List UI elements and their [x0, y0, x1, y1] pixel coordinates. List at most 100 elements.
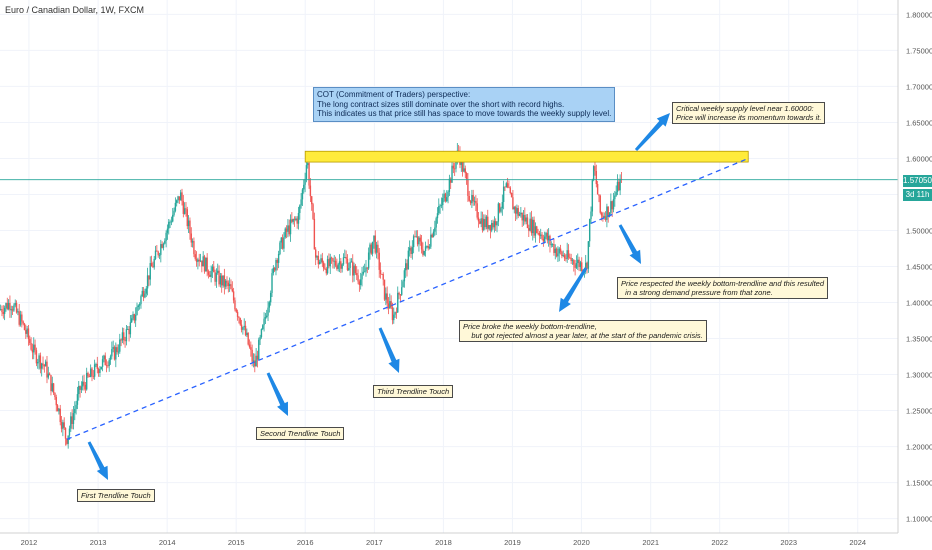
supply-zone[interactable]: [304, 150, 749, 163]
candle-body: [581, 262, 583, 271]
candle-body: [491, 222, 493, 231]
candle-body: [246, 332, 248, 336]
candle-body: [29, 339, 31, 344]
candle-body: [263, 318, 265, 326]
candle-body: [177, 196, 179, 201]
candle-body: [88, 376, 91, 378]
candle-body: [615, 192, 617, 196]
candle-body: [324, 268, 326, 270]
candle-body: [566, 250, 568, 259]
candle-body: [276, 259, 279, 263]
candle-body: [472, 195, 474, 202]
y-axis[interactable]: 1.10000 1.15000 1.20000 1.25000 1.30000 1.350…: [906, 10, 932, 523]
candle-body: [522, 215, 525, 221]
candle-body: [138, 304, 141, 306]
candle-body: [7, 302, 10, 309]
candle-body: [510, 193, 513, 198]
trendline[interactable]: [66, 157, 749, 440]
candle-body: [156, 250, 158, 252]
candle-body: [68, 428, 71, 436]
candle-body: [398, 292, 400, 295]
candle-body: [131, 318, 133, 323]
candle-body: [144, 293, 146, 298]
candle-body: [19, 314, 22, 325]
bar-countdown-tag: 3d 11h: [903, 189, 932, 201]
candle-body: [40, 363, 43, 369]
candle-body: [488, 225, 490, 229]
candle-body: [473, 200, 476, 202]
candle-body: [54, 392, 56, 398]
candle-body: [574, 264, 576, 268]
candle-body: [224, 280, 227, 287]
candle-body: [268, 302, 271, 308]
candle-body: [550, 244, 552, 246]
candle-body: [214, 272, 216, 282]
candle-body: [116, 347, 118, 353]
candle-body: [397, 292, 399, 313]
candle-body: [373, 235, 375, 242]
candle-body: [465, 173, 468, 180]
candle-body: [403, 270, 406, 282]
candle-body: [344, 257, 346, 258]
candle-body: [95, 363, 97, 365]
candle-body: [190, 233, 192, 243]
candle-body: [328, 259, 330, 267]
chart-title: Euro / Canadian Dollar, 1W, FXCM: [5, 5, 145, 15]
candle-body: [534, 226, 537, 236]
candle-body: [337, 264, 339, 269]
candle-body: [375, 244, 378, 253]
candle-body: [133, 314, 136, 321]
candle-body: [252, 360, 255, 362]
candle-body: [260, 329, 263, 338]
candle-body: [85, 372, 88, 390]
candle-body: [50, 375, 52, 392]
candle-body: [39, 355, 42, 369]
candle-body: [386, 293, 388, 304]
candle-body: [401, 287, 403, 295]
candle-body: [222, 275, 224, 286]
candle-body: [506, 183, 509, 188]
candle-body: [338, 261, 341, 265]
y-tick-label: 1.40000: [906, 299, 932, 308]
candle-body: [173, 210, 175, 215]
candle-body: [524, 215, 526, 222]
candle-body: [587, 241, 590, 269]
candle-body: [528, 228, 530, 231]
candle-body: [145, 288, 147, 294]
candle-body: [300, 199, 302, 206]
candle-body: [242, 327, 244, 330]
candle-body: [30, 343, 32, 350]
candle-body: [165, 232, 167, 241]
candle-body: [281, 237, 284, 249]
grid: [0, 0, 898, 533]
candle-body: [15, 302, 18, 313]
candle-body: [174, 202, 177, 211]
candle-body: [606, 206, 608, 220]
candle-body: [37, 362, 39, 364]
candle-body: [422, 249, 424, 255]
candle-body: [239, 318, 241, 325]
candle-body: [64, 427, 67, 439]
candle-body: [146, 275, 149, 289]
candle-body: [153, 258, 155, 268]
x-axis[interactable]: 2012 2013 2014 2015 2016 2017 2018 2019 2020 2021…: [21, 538, 866, 547]
candle-body: [530, 218, 533, 234]
candle-body: [123, 332, 125, 341]
candle-body: [273, 267, 276, 271]
candle-body: [262, 325, 264, 330]
candle-body: [551, 244, 554, 245]
candle-body: [182, 201, 185, 214]
candle-body: [489, 225, 492, 231]
candle-body: [238, 316, 240, 319]
candle-body: [333, 260, 335, 262]
candle-body: [230, 284, 232, 290]
candle-body: [410, 247, 412, 254]
candle-body: [352, 261, 354, 276]
candle-body: [223, 275, 226, 287]
candle-body: [420, 241, 423, 250]
candle-body: [78, 386, 80, 395]
candle-body: [618, 181, 620, 191]
candle-body: [285, 228, 288, 232]
candle-body: [313, 218, 316, 250]
